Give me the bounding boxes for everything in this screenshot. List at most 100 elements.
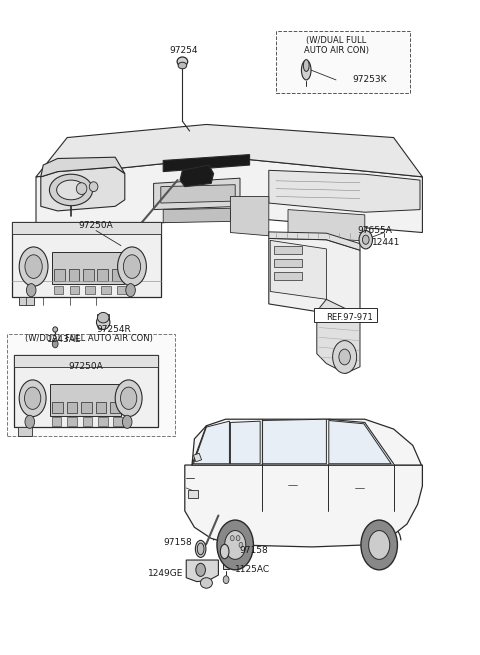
Ellipse shape bbox=[197, 543, 204, 555]
Polygon shape bbox=[270, 240, 326, 299]
Circle shape bbox=[225, 531, 246, 559]
Text: AUTO AIR CON): AUTO AIR CON) bbox=[303, 46, 369, 55]
Circle shape bbox=[239, 542, 243, 548]
Ellipse shape bbox=[57, 180, 85, 200]
Bar bbox=[96, 402, 106, 413]
Polygon shape bbox=[329, 421, 391, 464]
Bar bbox=[101, 286, 111, 294]
Bar bbox=[83, 417, 92, 426]
Bar bbox=[54, 286, 63, 294]
Text: 97254: 97254 bbox=[169, 46, 198, 55]
Bar bbox=[52, 402, 63, 413]
Circle shape bbox=[25, 255, 42, 278]
Ellipse shape bbox=[177, 57, 188, 66]
Polygon shape bbox=[230, 196, 269, 236]
Text: (W/DUAL FULL: (W/DUAL FULL bbox=[306, 36, 366, 45]
Ellipse shape bbox=[53, 327, 58, 332]
Ellipse shape bbox=[303, 60, 309, 71]
Ellipse shape bbox=[97, 312, 109, 323]
Bar bbox=[276, 31, 410, 93]
Ellipse shape bbox=[195, 540, 206, 557]
Circle shape bbox=[369, 531, 390, 559]
Polygon shape bbox=[36, 157, 422, 236]
Text: 97250A: 97250A bbox=[79, 221, 113, 230]
Bar bbox=[83, 269, 94, 281]
Circle shape bbox=[333, 341, 357, 373]
Bar bbox=[52, 417, 61, 426]
Bar bbox=[97, 269, 108, 281]
Circle shape bbox=[196, 563, 205, 576]
Text: 97253K: 97253K bbox=[353, 75, 387, 84]
Bar bbox=[188, 490, 198, 498]
Bar bbox=[19, 297, 34, 305]
Circle shape bbox=[19, 247, 48, 286]
Bar bbox=[113, 417, 123, 426]
Polygon shape bbox=[263, 419, 326, 464]
Polygon shape bbox=[193, 421, 229, 464]
Ellipse shape bbox=[220, 544, 229, 559]
Polygon shape bbox=[230, 421, 260, 464]
Polygon shape bbox=[193, 453, 202, 462]
Circle shape bbox=[122, 415, 132, 428]
Bar bbox=[112, 269, 122, 281]
Polygon shape bbox=[317, 299, 360, 373]
Polygon shape bbox=[269, 238, 360, 316]
Polygon shape bbox=[180, 165, 214, 187]
Text: 97158: 97158 bbox=[239, 546, 268, 555]
Text: 97158: 97158 bbox=[163, 538, 192, 547]
Circle shape bbox=[123, 255, 141, 278]
Bar bbox=[314, 308, 377, 322]
Bar bbox=[7, 334, 175, 436]
Bar bbox=[52, 252, 124, 284]
Polygon shape bbox=[163, 155, 250, 172]
Text: 1243AE: 1243AE bbox=[47, 335, 81, 344]
Text: 97254R: 97254R bbox=[97, 325, 132, 334]
Polygon shape bbox=[288, 210, 365, 241]
Circle shape bbox=[19, 380, 46, 417]
Circle shape bbox=[120, 387, 137, 409]
Polygon shape bbox=[269, 232, 360, 250]
Circle shape bbox=[362, 235, 369, 244]
Circle shape bbox=[359, 231, 372, 249]
Text: 1125AC: 1125AC bbox=[235, 565, 270, 574]
Ellipse shape bbox=[301, 60, 311, 80]
Ellipse shape bbox=[96, 315, 110, 329]
Bar bbox=[97, 314, 109, 322]
Circle shape bbox=[25, 415, 35, 428]
Ellipse shape bbox=[89, 181, 98, 192]
Polygon shape bbox=[185, 465, 422, 547]
Polygon shape bbox=[163, 208, 230, 223]
Bar bbox=[67, 417, 77, 426]
Polygon shape bbox=[192, 419, 421, 465]
Circle shape bbox=[339, 349, 350, 365]
Polygon shape bbox=[186, 560, 218, 582]
Polygon shape bbox=[269, 170, 420, 212]
Bar bbox=[81, 402, 92, 413]
Circle shape bbox=[115, 380, 142, 417]
Bar bbox=[274, 246, 302, 254]
Bar bbox=[98, 417, 108, 426]
Bar bbox=[54, 269, 65, 281]
Bar bbox=[85, 286, 95, 294]
Circle shape bbox=[217, 520, 253, 570]
Bar bbox=[70, 286, 79, 294]
Bar bbox=[50, 384, 121, 416]
Polygon shape bbox=[36, 124, 422, 177]
Polygon shape bbox=[154, 178, 240, 210]
Bar bbox=[14, 355, 158, 427]
Circle shape bbox=[236, 536, 240, 541]
Polygon shape bbox=[41, 167, 125, 211]
Ellipse shape bbox=[76, 183, 87, 195]
Circle shape bbox=[223, 576, 229, 584]
Bar bbox=[12, 222, 161, 297]
Text: 1249GE: 1249GE bbox=[148, 569, 183, 578]
Bar bbox=[67, 402, 77, 413]
Ellipse shape bbox=[49, 174, 93, 206]
Text: 12441: 12441 bbox=[372, 238, 400, 247]
Bar bbox=[110, 402, 120, 413]
Bar bbox=[223, 557, 229, 569]
Bar bbox=[14, 355, 158, 367]
Circle shape bbox=[126, 284, 135, 297]
Text: REF.97-971: REF.97-971 bbox=[326, 312, 373, 322]
Circle shape bbox=[118, 247, 146, 286]
